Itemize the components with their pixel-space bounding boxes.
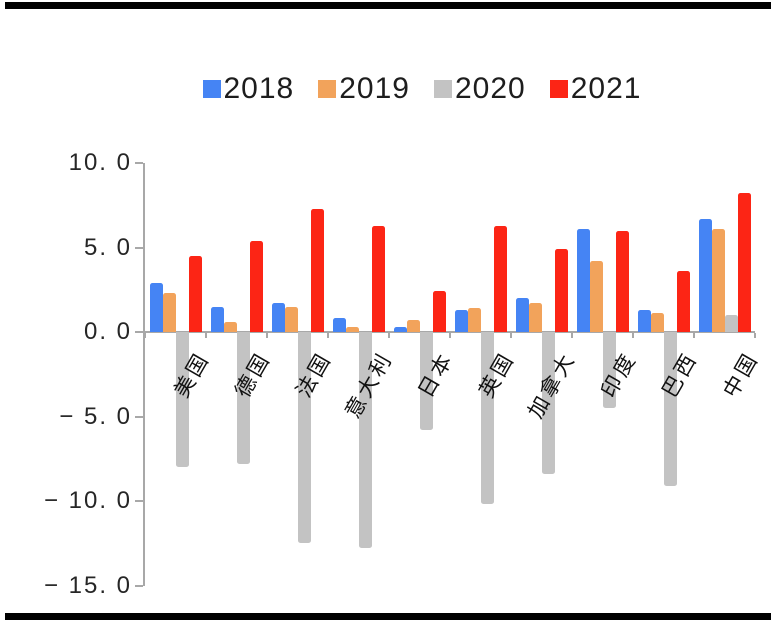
bar-2019-法国 xyxy=(284,306,298,332)
bar-2018-法国 xyxy=(271,303,285,332)
top-border xyxy=(5,2,771,9)
bar-2021-加拿大 xyxy=(554,249,568,332)
y-tick xyxy=(135,246,143,249)
legend-item-2018: 2018 xyxy=(202,72,295,106)
bar-2021-巴西 xyxy=(676,271,690,332)
legend-item-2020: 2020 xyxy=(434,72,526,106)
x-boundary-tick xyxy=(510,333,512,338)
legend-swatch-2020 xyxy=(434,80,452,98)
category-label-加拿大: 加拿大 xyxy=(523,348,580,423)
legend-item-2019: 2019 xyxy=(318,72,410,106)
legend-swatch-2021 xyxy=(549,80,568,98)
bar-2021-英国 xyxy=(493,225,507,332)
x-axis-line xyxy=(143,331,755,333)
category-label-法国: 法国 xyxy=(291,348,336,402)
bar-2020-英国 xyxy=(480,332,494,505)
x-boundary-tick xyxy=(571,333,573,338)
bar-2021-中国 xyxy=(737,193,751,332)
bar-2018-印度 xyxy=(576,228,590,332)
bar-2018-日本 xyxy=(393,326,407,332)
bar-2018-意大利 xyxy=(332,318,346,332)
category-label-巴西: 巴西 xyxy=(657,348,702,402)
y-tick-label: 10. 0 xyxy=(68,149,132,176)
bar-2020-德国 xyxy=(236,332,250,464)
bar-2020-印度 xyxy=(602,332,616,409)
y-tick xyxy=(135,162,143,164)
bar-2020-美国 xyxy=(175,332,189,468)
bar-2020-巴西 xyxy=(663,332,677,486)
bottom-border xyxy=(5,613,771,620)
bar-2018-美国 xyxy=(149,282,163,332)
category-label-美国: 美国 xyxy=(169,348,214,402)
y-axis-line xyxy=(143,163,145,586)
x-boundary-tick xyxy=(327,333,329,338)
legend-label-2020: 2020 xyxy=(455,72,526,105)
x-boundary-tick xyxy=(205,333,207,338)
category-label-日本: 日本 xyxy=(413,348,458,402)
x-boundary-tick xyxy=(144,333,146,338)
x-boundary-tick xyxy=(693,333,695,338)
bar-2018-加拿大 xyxy=(515,298,529,332)
y-tick-label: − 15. 0 xyxy=(43,571,132,599)
bar-2018-中国 xyxy=(698,218,712,332)
category-label-英国: 英国 xyxy=(474,348,519,402)
x-boundary-tick xyxy=(266,333,268,338)
bar-2021-法国 xyxy=(310,208,324,332)
bar-2021-德国 xyxy=(249,240,263,332)
bar-2021-印度 xyxy=(615,230,629,332)
category-label-德国: 德国 xyxy=(230,348,275,402)
y-tick xyxy=(135,584,143,587)
y-tick-label: − 5. 0 xyxy=(59,402,132,430)
legend-label-2019: 2019 xyxy=(339,72,410,105)
category-label-意大利: 意大利 xyxy=(340,348,397,423)
x-boundary-tick xyxy=(388,333,390,338)
y-tick-label: 5. 0 xyxy=(83,233,132,261)
bar-2020-日本 xyxy=(419,332,433,431)
legend-label-2021: 2021 xyxy=(570,72,642,105)
y-tick xyxy=(135,331,143,333)
bar-2019-日本 xyxy=(406,320,420,332)
bar-2019-意大利 xyxy=(345,326,359,332)
category-label-中国: 中国 xyxy=(718,348,763,402)
bar-2021-美国 xyxy=(188,255,202,332)
x-boundary-tick xyxy=(754,333,756,338)
bar-2019-中国 xyxy=(711,228,725,332)
legend-swatch-2018 xyxy=(202,80,221,98)
bar-2019-德国 xyxy=(223,321,237,332)
y-tick-label: 0. 0 xyxy=(83,318,132,345)
legend-swatch-2019 xyxy=(318,80,337,98)
bar-2019-加拿大 xyxy=(528,303,542,332)
bar-2020-中国 xyxy=(724,315,738,332)
y-tick xyxy=(135,415,143,418)
bar-2019-巴西 xyxy=(650,313,664,332)
bar-2020-加拿大 xyxy=(541,332,555,474)
bar-2021-意大利 xyxy=(371,225,385,332)
y-tick-label: − 10. 0 xyxy=(43,487,132,514)
bar-2018-德国 xyxy=(210,306,224,332)
chart-legend: 2018 2019 2020 2021 xyxy=(34,72,776,106)
bar-2020-意大利 xyxy=(358,332,372,549)
bar-2019-印度 xyxy=(589,261,603,332)
bar-2018-英国 xyxy=(454,310,468,332)
bar-2021-日本 xyxy=(432,291,446,332)
bar-2018-巴西 xyxy=(637,310,651,332)
bar-2019-英国 xyxy=(467,308,481,332)
x-boundary-tick xyxy=(449,333,451,338)
legend-label-2018: 2018 xyxy=(223,72,295,105)
y-tick xyxy=(135,500,143,502)
legend-item-2021: 2021 xyxy=(549,72,642,106)
x-boundary-tick xyxy=(632,333,634,338)
bar-2020-法国 xyxy=(297,332,311,544)
bar-2019-美国 xyxy=(162,293,176,332)
category-label-印度: 印度 xyxy=(596,348,641,402)
